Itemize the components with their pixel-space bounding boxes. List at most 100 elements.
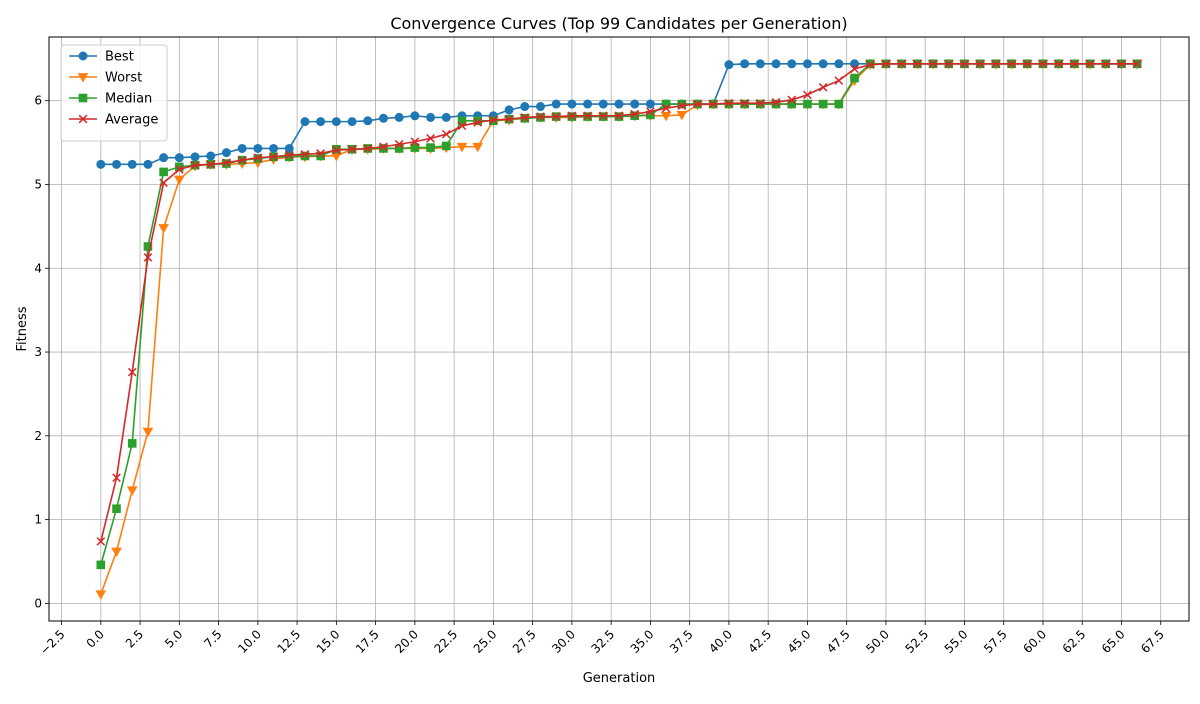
data-point-best [237,143,247,153]
data-point-average [222,158,231,168]
data-point-median [316,151,325,161]
legend-label-median: Median [105,92,152,107]
data-point-average [740,98,749,108]
data-point-average [614,111,624,121]
data-point-average [834,76,844,85]
data-point-average [818,82,828,92]
data-point-average [1022,59,1032,69]
data-point-best [363,116,373,126]
data-point-worst [126,486,138,496]
data-point-average [504,114,514,124]
data-point-best [96,159,106,169]
data-point-average [269,152,278,162]
data-point-average [237,155,247,165]
data-point-best [253,143,263,153]
legend-box [60,44,168,142]
data-point-median [284,152,294,162]
data-point-average [913,59,922,69]
data-point-median [787,99,797,109]
data-point-best [221,148,231,158]
data-point-average [865,60,875,69]
data-point-best [394,112,404,122]
data-point-median [159,167,168,177]
data-point-average [567,111,577,121]
data-point-average [975,59,985,69]
data-point-best [112,159,122,169]
data-point-worst [660,111,672,122]
data-point-best [645,99,655,109]
data-point-average [457,121,467,131]
data-point-median [834,99,844,109]
data-point-average [598,111,608,121]
data-point-average [755,98,765,108]
data-point-best [504,105,514,115]
data-point-average [316,149,325,158]
data-point-average [630,109,640,119]
data-point-median [661,99,671,109]
y-tick-label: 3 [34,345,42,359]
data-point-worst [472,142,484,153]
data-point-median [410,143,420,152]
legend-marker-worst [77,73,89,83]
legend-marker-best [78,51,88,61]
data-point-best [347,117,357,127]
legend-label-average: Average [105,113,158,128]
data-point-best [740,59,750,69]
data-point-median [127,439,137,448]
data-point-median [96,560,106,570]
data-point-average [206,160,216,169]
data-point-median [677,99,687,109]
data-point-average [771,98,781,107]
data-point-best [206,151,216,161]
data-point-average [127,367,137,377]
data-point-average [960,59,969,69]
data-point-median [112,504,121,514]
series-layer [95,59,1143,600]
data-point-average [379,142,388,152]
data-point-average [661,103,671,113]
legend-marker-average [78,114,88,124]
x-axis-label: Generation [583,671,656,686]
data-point-average [803,90,812,100]
data-point-average [489,115,498,125]
data-point-worst [95,590,107,600]
data-point-best [127,159,137,169]
data-point-best [567,99,577,109]
chart-title: Convergence Curves (Top 99 Candidates pe… [390,14,847,33]
data-point-median [803,99,812,109]
data-point-median [175,162,184,172]
y-tick-label: 2 [34,429,42,443]
data-point-median [143,242,153,251]
data-point-best [614,99,624,109]
data-point-average [583,111,592,121]
data-point-best [331,117,341,127]
data-point-best [143,159,153,169]
data-point-median [630,111,640,121]
data-point-average [190,160,200,170]
data-point-worst [173,175,185,185]
data-point-average [520,113,530,122]
data-point-average [787,95,797,105]
data-point-best [818,59,828,69]
data-point-average [944,59,954,69]
y-tick-label: 1 [34,513,42,527]
data-point-average [897,59,906,69]
data-point-median [473,116,482,126]
data-point-worst [456,142,468,153]
data-point-median [441,141,451,151]
data-point-average [143,253,153,262]
data-point-average [646,107,655,116]
data-point-best [316,117,326,127]
data-point-best [583,99,593,109]
data-point-best [174,153,184,163]
data-point-best [724,60,734,70]
data-point-best [378,113,388,123]
data-point-average [724,98,734,108]
data-point-median [394,144,404,153]
data-point-average [332,145,341,155]
data-point-median [850,73,859,83]
data-point-median [300,151,310,161]
data-point-median [426,143,435,152]
legend-label-worst: Worst [105,71,142,86]
